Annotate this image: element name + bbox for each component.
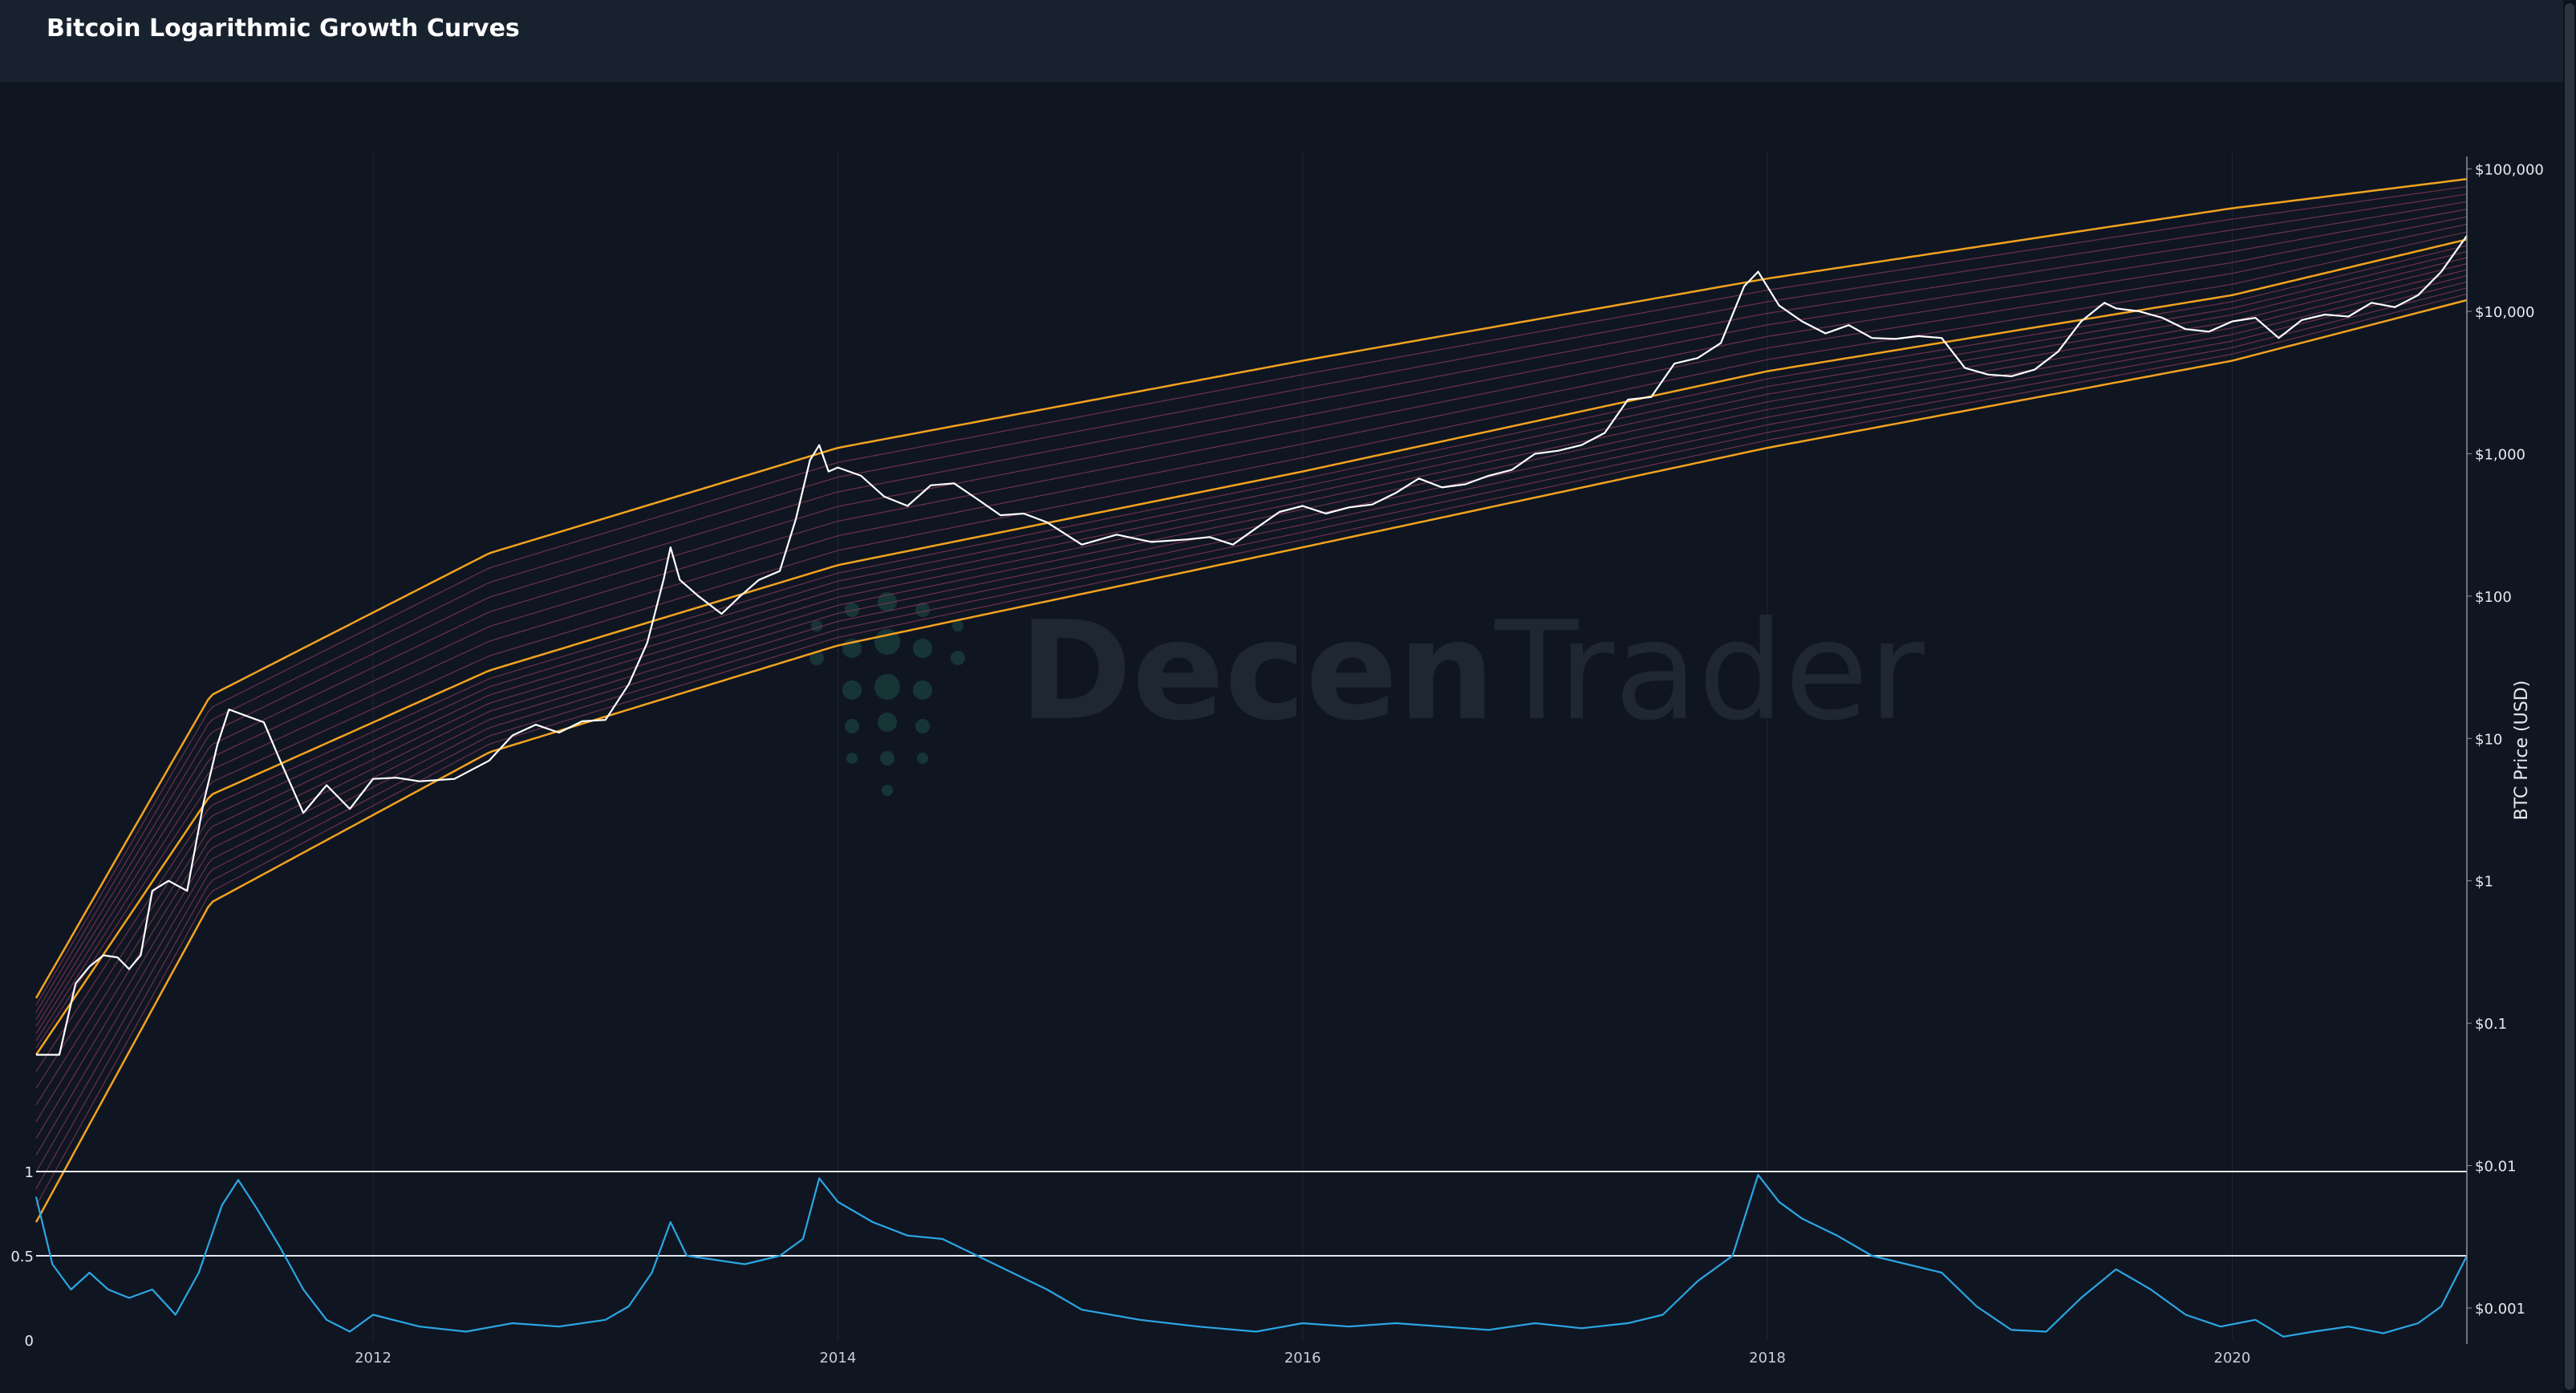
band-lower-line [34,298,2468,1223]
y-tick-label: $0.001 [2475,1301,2525,1318]
x-tick-label: 2016 [1284,1350,1321,1367]
y-tick-label: $10 [2475,731,2502,748]
watermark-dot [845,603,859,617]
y-tick-label: $100,000 [2475,162,2544,179]
watermark-dot [913,680,932,700]
band-inner-line [35,293,2468,1206]
watermark-dot [809,651,824,665]
oscillator-series [34,1174,2468,1338]
watermark-dot [874,674,900,700]
band-inner-line [35,250,2468,1089]
watermark-dot [878,592,897,611]
grid-lines [372,152,2233,1340]
watermark-text-light: Trader [1495,592,1925,751]
watermark-dot [880,751,895,766]
band-inner-line [35,216,2468,1034]
band-inner-line [35,209,2468,1027]
scrollbar-thumb[interactable] [2565,3,2574,1390]
growth-bands [34,177,2468,1223]
band-inner-line [35,263,2468,1123]
price-series [36,235,2468,1056]
watermark-dot [917,753,928,764]
watermark-dot [846,753,858,764]
band-inner-line [35,185,2468,1006]
watermark-dot [952,620,963,632]
watermark-dot [882,785,893,796]
band-inner-line [35,245,2468,1072]
x-tick-label: 2014 [819,1350,856,1367]
band-middle-line [34,238,2468,1056]
y-tick-label: $10,000 [2475,304,2534,321]
watermark-dot [878,713,897,732]
oscillator-panel [36,1171,2467,1257]
band-inner-line [35,231,2468,1049]
y-tick-label: $0.1 [2475,1016,2507,1033]
y-tick-label: $0.01 [2475,1159,2517,1176]
watermark-dot [915,719,930,733]
band-inner-line [35,224,2468,1042]
band-inner-line [35,287,2468,1189]
svg-text:DecenTrader: DecenTrader [1019,592,1925,751]
y-tick-label: $100 [2475,589,2512,606]
watermark-dot [951,651,965,665]
band-upper-line [34,177,2468,999]
osc-tick-label: 0.5 [10,1249,34,1265]
band-inner-line [35,257,2468,1106]
watermark-dot [915,603,930,617]
osc-tick-label: 0 [25,1333,34,1350]
band-inner-line [35,281,2468,1172]
band-inner-line [35,193,2468,1013]
page-title: Bitcoin Logarithmic Growth Curves [47,14,520,43]
watermark-logo-icon [809,592,965,796]
x-tick-label: 2012 [355,1350,391,1367]
y-tick-label: $1 [2475,874,2493,891]
watermark-text-bold: Decen [1019,592,1495,751]
x-tick-label: 2018 [1749,1350,1786,1367]
band-inner-line [35,269,2468,1139]
axes: 2012 2014 2016 2018 2020 $100,000 $10,000 $1,00… [10,156,2544,1367]
watermark-dot [845,719,859,733]
y-axis-label: BTC Price (USD) [2512,680,2532,820]
oscillator-line [34,1174,2468,1338]
scrollbar[interactable] [2563,0,2576,1393]
watermark-dot [842,680,862,700]
band-inner-line [35,201,2468,1020]
watermark-dot [913,639,932,658]
header-bar: Bitcoin Logarithmic Growth Curves [0,0,2563,82]
watermark-dot [811,620,822,632]
osc-tick-label: 1 [25,1164,34,1181]
band-inner-line [35,275,2468,1156]
watermark: DecenTrader [809,592,1925,796]
x-tick-label: 2020 [2214,1350,2251,1367]
price-line [36,235,2468,1056]
y-tick-label: $1,000 [2475,446,2525,463]
